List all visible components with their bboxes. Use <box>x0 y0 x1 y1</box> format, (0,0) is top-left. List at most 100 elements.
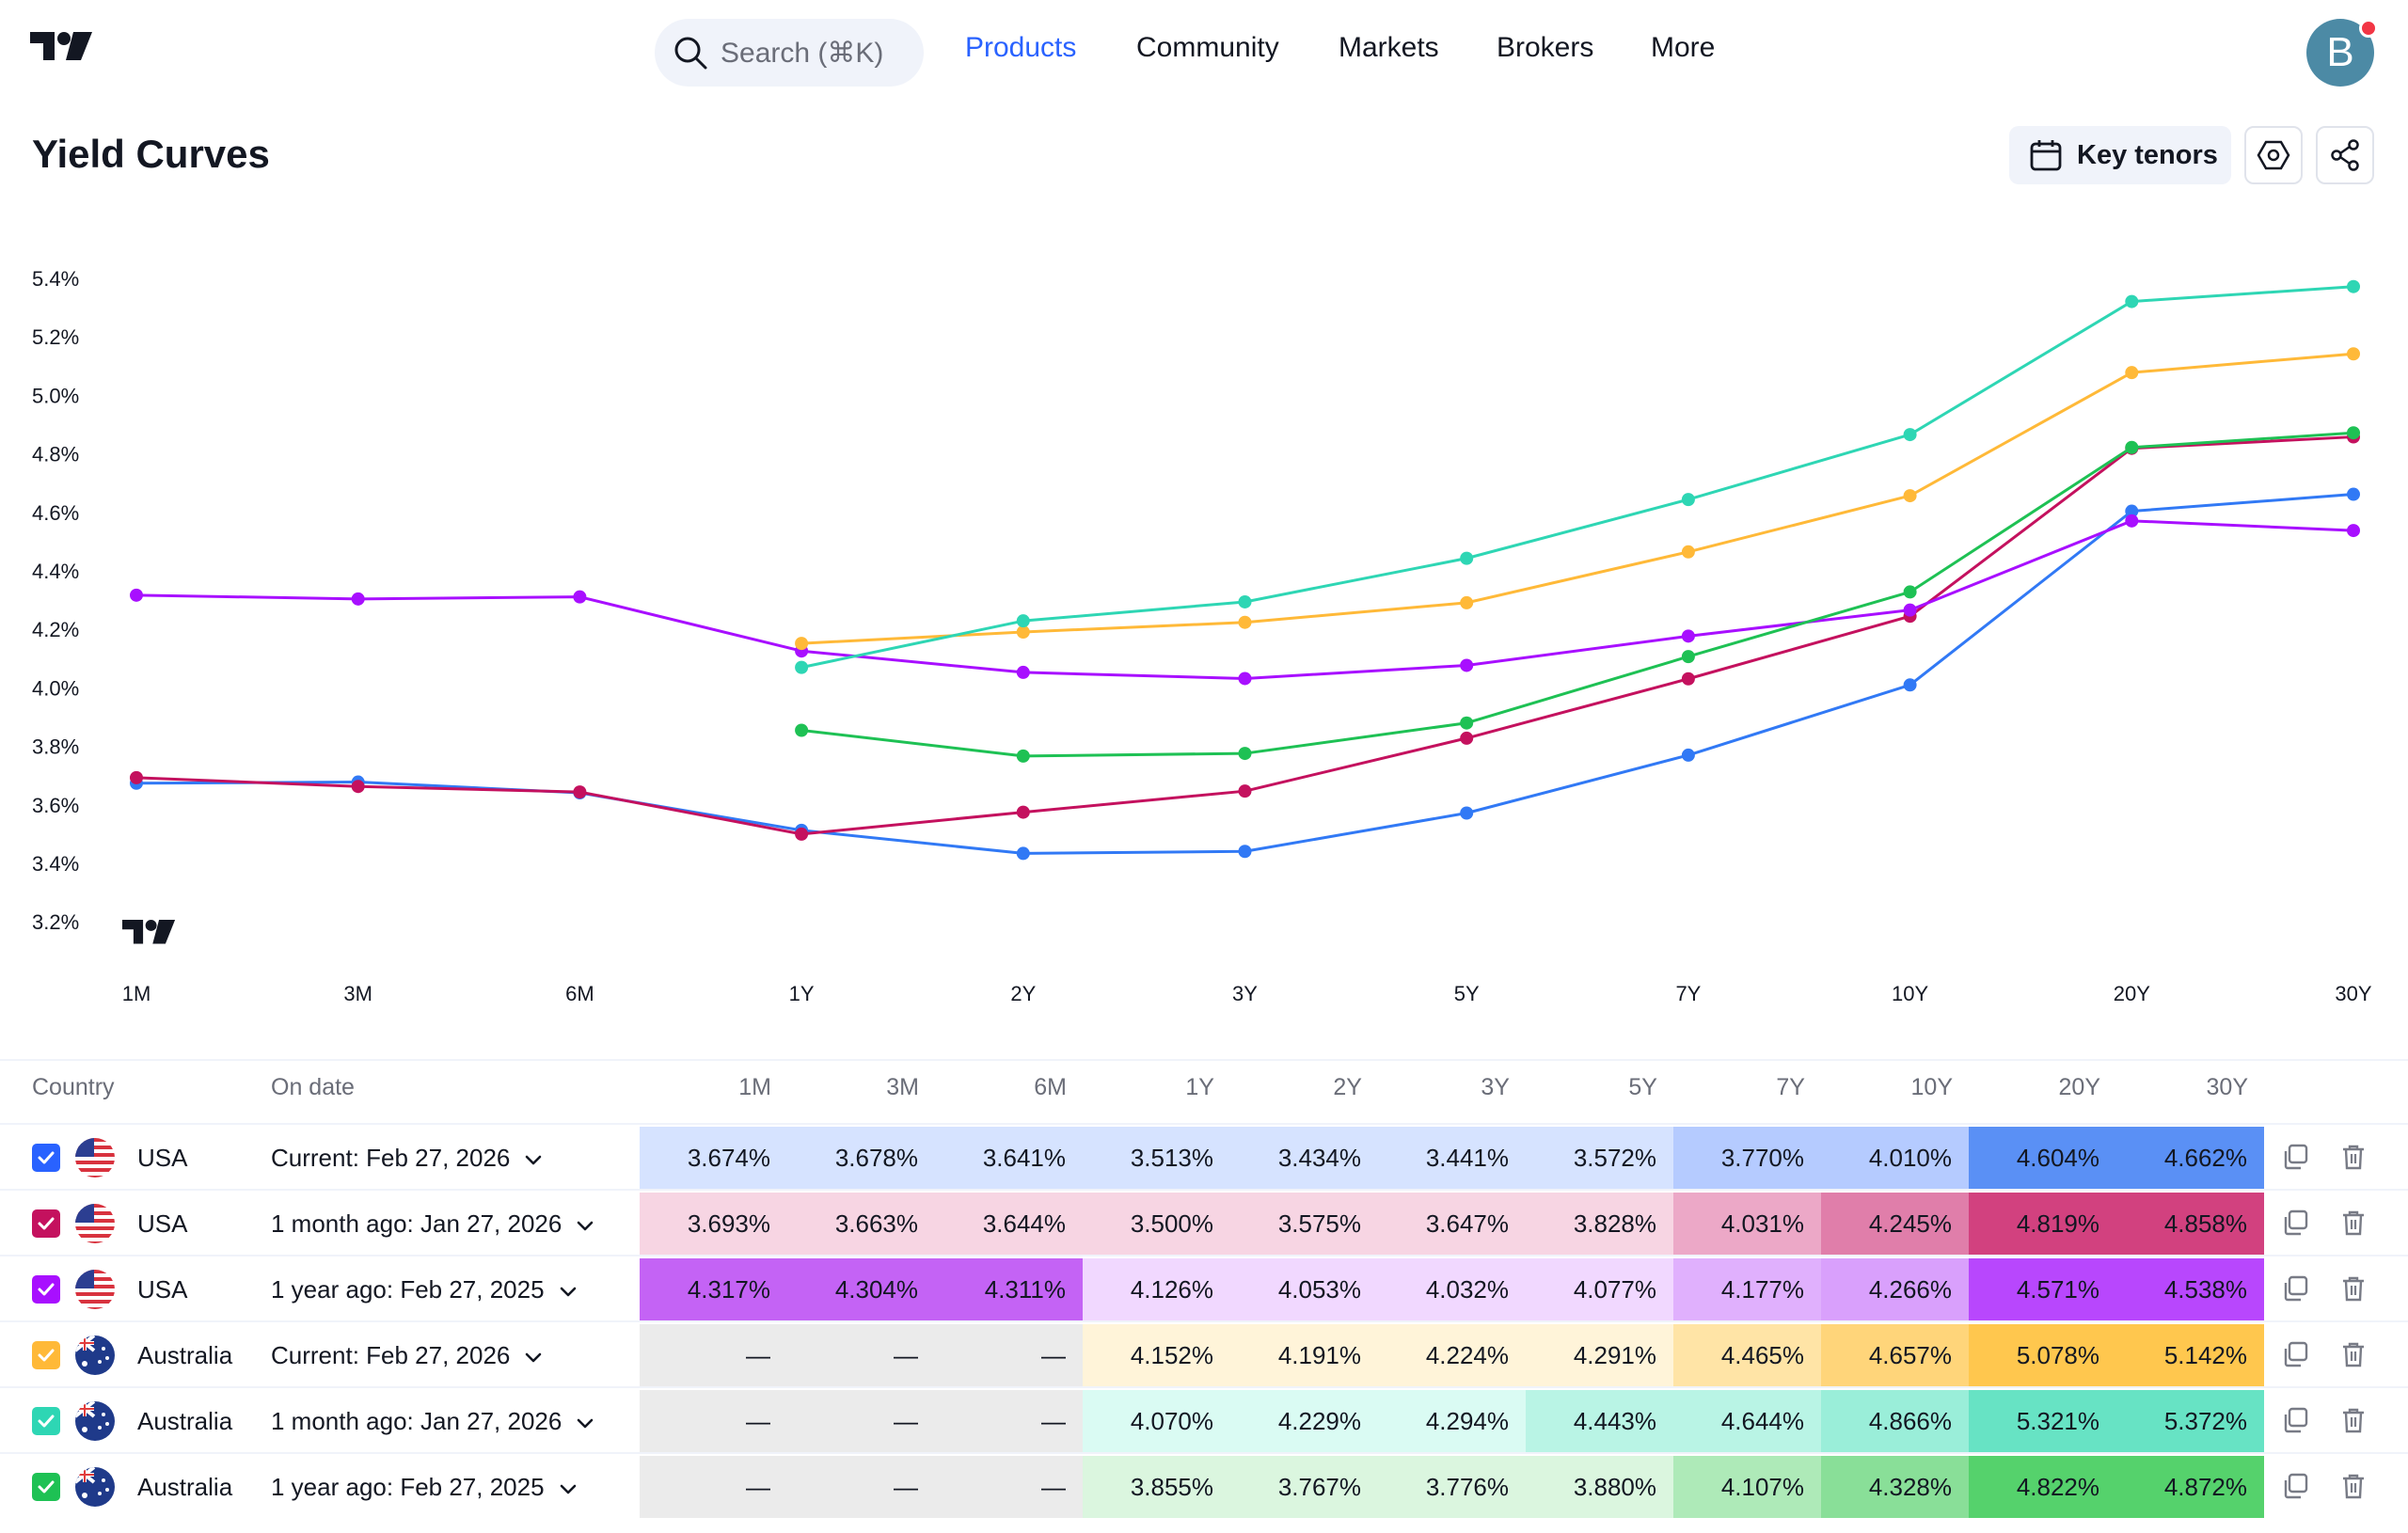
data-point[interactable] <box>795 660 809 674</box>
nav-markets[interactable]: Markets <box>1339 32 1439 63</box>
table-row[interactable]: USA 1 year ago: Feb 27, 2025 4.317% 4.304% 4… <box>0 1255 2408 1320</box>
y-tick-label: 3.2% <box>32 910 79 934</box>
data-point[interactable] <box>795 723 809 737</box>
data-point[interactable] <box>2125 440 2139 454</box>
data-point[interactable] <box>2125 366 2139 380</box>
series-3[interactable] <box>795 347 2360 651</box>
row-checkbox[interactable] <box>32 1341 60 1369</box>
key-tenors-button[interactable]: Key tenors <box>2009 126 2231 184</box>
y-tick-label: 5.2% <box>32 325 79 349</box>
date-dropdown[interactable]: 1 month ago: Jan 27, 2026 <box>271 1407 595 1436</box>
data-point[interactable] <box>573 590 587 604</box>
data-point[interactable] <box>1238 615 1252 629</box>
copy-row-button[interactable] <box>2280 1339 2312 1371</box>
delete-row-button[interactable] <box>2338 1208 2370 1240</box>
data-point[interactable] <box>1460 716 1474 730</box>
data-point[interactable] <box>1681 672 1695 686</box>
copy-row-button[interactable] <box>2280 1471 2312 1503</box>
data-point[interactable] <box>573 785 587 799</box>
data-point[interactable] <box>1681 493 1695 507</box>
row-checkbox[interactable] <box>32 1473 60 1501</box>
data-point[interactable] <box>1460 551 1474 565</box>
data-point[interactable] <box>1681 748 1695 762</box>
data-point[interactable] <box>1903 489 1917 503</box>
data-point[interactable] <box>1238 845 1252 859</box>
data-point[interactable] <box>2347 347 2360 361</box>
table-row[interactable]: USA Current: Feb 27, 2026 3.674% 3.678% 3.64… <box>0 1123 2408 1189</box>
data-point[interactable] <box>2347 279 2360 293</box>
data-point[interactable] <box>1238 747 1252 761</box>
data-point[interactable] <box>1460 658 1474 672</box>
series-1[interactable] <box>130 430 2360 841</box>
data-point[interactable] <box>2347 524 2360 538</box>
table-row[interactable]: USA 1 month ago: Jan 27, 2026 3.693% 3.663%… <box>0 1189 2408 1255</box>
data-point[interactable] <box>1016 805 1030 819</box>
row-checkbox[interactable] <box>32 1407 60 1435</box>
data-point[interactable] <box>1681 629 1695 643</box>
data-point[interactable] <box>351 780 365 794</box>
data-point[interactable] <box>1681 545 1695 559</box>
data-point[interactable] <box>1016 749 1030 763</box>
nav-products[interactable]: Products <box>965 32 1077 63</box>
search-bar[interactable]: Search (⌘K) <box>655 19 924 87</box>
date-dropdown[interactable]: Current: Feb 27, 2026 <box>271 1341 544 1370</box>
delete-row-button[interactable] <box>2338 1339 2370 1371</box>
data-point[interactable] <box>1238 672 1252 686</box>
data-point[interactable] <box>795 637 809 651</box>
data-point[interactable] <box>1016 614 1030 628</box>
table-row[interactable]: Australia 1 month ago: Jan 27, 2026— — —4.0… <box>0 1386 2408 1452</box>
date-dropdown[interactable]: Current: Feb 27, 2026 <box>271 1144 544 1173</box>
row-checkbox[interactable] <box>32 1275 60 1304</box>
data-point[interactable] <box>1460 731 1474 745</box>
data-point[interactable] <box>1016 846 1030 861</box>
data-point[interactable] <box>2125 294 2139 308</box>
nav-community[interactable]: Community <box>1136 32 1279 63</box>
tradingview-logo[interactable] <box>30 32 92 70</box>
data-point[interactable] <box>2347 487 2360 501</box>
date-dropdown[interactable]: 1 year ago: Feb 27, 2025 <box>271 1275 578 1304</box>
header-tenor-1Y: 1Y <box>1185 1074 1214 1100</box>
data-point[interactable] <box>1681 650 1695 664</box>
copy-row-button[interactable] <box>2280 1405 2312 1437</box>
copy-row-button[interactable] <box>2280 1208 2312 1240</box>
series-5[interactable] <box>795 426 2360 763</box>
data-point[interactable] <box>1903 428 1917 442</box>
data-point[interactable] <box>795 827 809 841</box>
data-point[interactable] <box>1460 806 1474 820</box>
data-point[interactable] <box>1238 784 1252 798</box>
row-checkbox[interactable] <box>32 1209 60 1238</box>
table-row[interactable]: Australia Current: Feb 27, 2026— — —4.152% 4… <box>0 1320 2408 1386</box>
share-button[interactable] <box>2316 126 2374 184</box>
nav-brokers[interactable]: Brokers <box>1497 32 1594 63</box>
table-row[interactable]: Australia 1 year ago: Feb 27, 2025— — —3.85… <box>0 1452 2408 1518</box>
nav-more[interactable]: More <box>1651 32 1716 63</box>
data-point[interactable] <box>2347 426 2360 440</box>
copy-row-button[interactable] <box>2280 1142 2312 1174</box>
user-avatar[interactable]: B <box>2306 19 2374 87</box>
data-point[interactable] <box>1903 585 1917 599</box>
data-point[interactable] <box>1903 603 1917 617</box>
data-point[interactable] <box>1016 665 1030 679</box>
yield-cell: 4.644% <box>1673 1390 1821 1452</box>
delete-row-button[interactable] <box>2338 1142 2370 1174</box>
series-4[interactable] <box>795 279 2360 674</box>
delete-row-button[interactable] <box>2338 1471 2370 1503</box>
data-point[interactable] <box>1460 595 1474 609</box>
data-point[interactable] <box>130 588 143 602</box>
date-dropdown[interactable]: 1 month ago: Jan 27, 2026 <box>271 1209 595 1239</box>
row-checkbox[interactable] <box>32 1144 60 1172</box>
date-dropdown[interactable]: 1 year ago: Feb 27, 2025 <box>271 1473 578 1502</box>
delete-row-button[interactable] <box>2338 1405 2370 1437</box>
yield-curve-chart[interactable]: 5.4% 5.2% 5.0% 4.8% 4.6% 4.4% 4.2% 4.0% 3.8% 3.6%… <box>0 245 2408 1016</box>
data-point[interactable] <box>351 592 365 606</box>
settings-button[interactable] <box>2244 126 2303 184</box>
data-point[interactable] <box>1903 678 1917 692</box>
data-point[interactable] <box>2125 504 2139 518</box>
data-point[interactable] <box>130 770 143 784</box>
delete-row-button[interactable] <box>2338 1273 2370 1305</box>
series-2[interactable] <box>130 514 2360 686</box>
data-point[interactable] <box>1016 624 1030 639</box>
copy-row-button[interactable] <box>2280 1273 2312 1305</box>
data-point[interactable] <box>2125 514 2139 528</box>
data-point[interactable] <box>1238 594 1252 608</box>
